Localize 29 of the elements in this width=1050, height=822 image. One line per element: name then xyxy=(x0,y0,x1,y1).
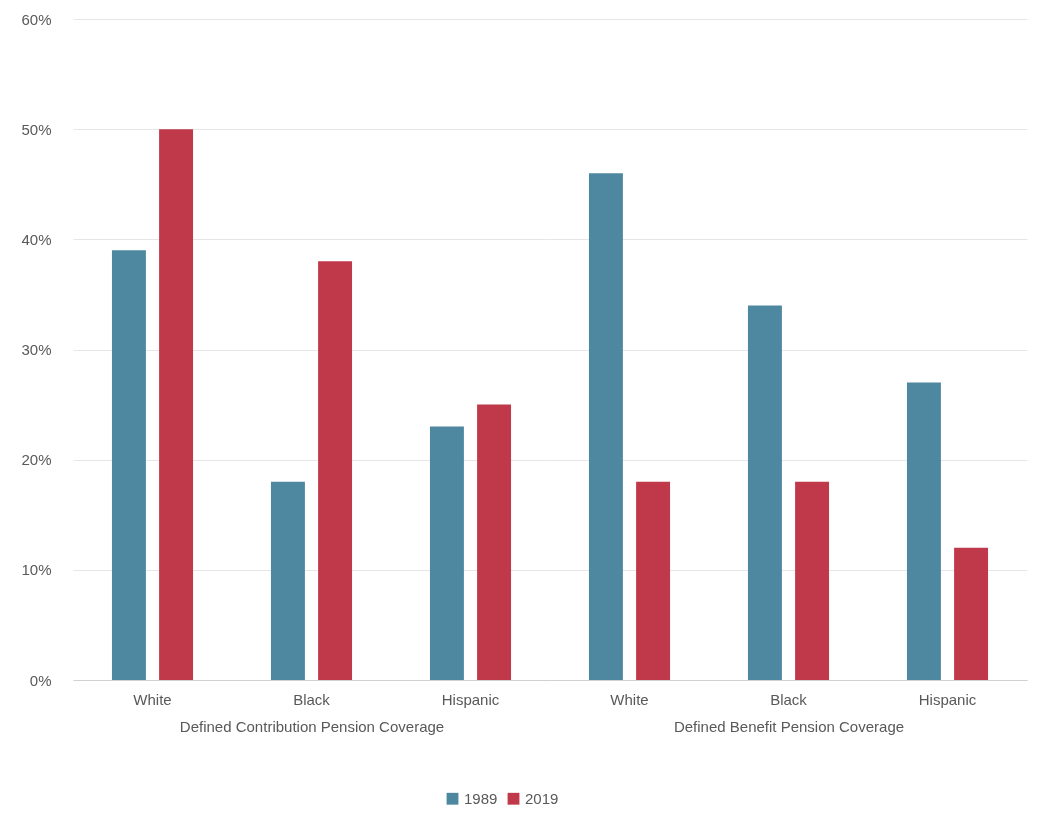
legend-label: 2019 xyxy=(525,789,559,807)
y-tick-label: 10% xyxy=(21,561,52,579)
y-tick-label: 30% xyxy=(21,341,52,358)
x-tick-label: Black xyxy=(293,690,331,708)
legend-label: 1989 xyxy=(464,789,498,807)
y-tick-label: 20% xyxy=(21,451,52,469)
bar xyxy=(429,426,464,680)
bar xyxy=(111,250,146,680)
x-tick-label: Black xyxy=(770,690,808,708)
bar xyxy=(270,481,305,680)
x-tick-label: White xyxy=(610,690,649,708)
x-axis-title: Defined Benefit Pension Coverage xyxy=(673,717,905,735)
y-tick-label: 0% xyxy=(29,671,52,689)
x-tick-label: Hispanic xyxy=(441,690,500,708)
y-tick-label: 40% xyxy=(21,230,52,248)
x-axis-title: Defined Contribution Pension Coverage xyxy=(179,717,445,735)
bar xyxy=(795,481,830,680)
bar xyxy=(954,547,989,680)
y-tick-label: 50% xyxy=(21,120,52,138)
bar xyxy=(477,404,512,680)
y-tick-label: 60% xyxy=(21,10,52,28)
bar xyxy=(747,305,782,680)
bar xyxy=(588,173,623,680)
bar xyxy=(318,261,353,680)
bar xyxy=(906,382,941,680)
x-tick-label: White xyxy=(133,690,172,708)
bar xyxy=(636,481,671,680)
x-tick-label: Hispanic xyxy=(918,690,977,708)
bar xyxy=(159,129,194,680)
